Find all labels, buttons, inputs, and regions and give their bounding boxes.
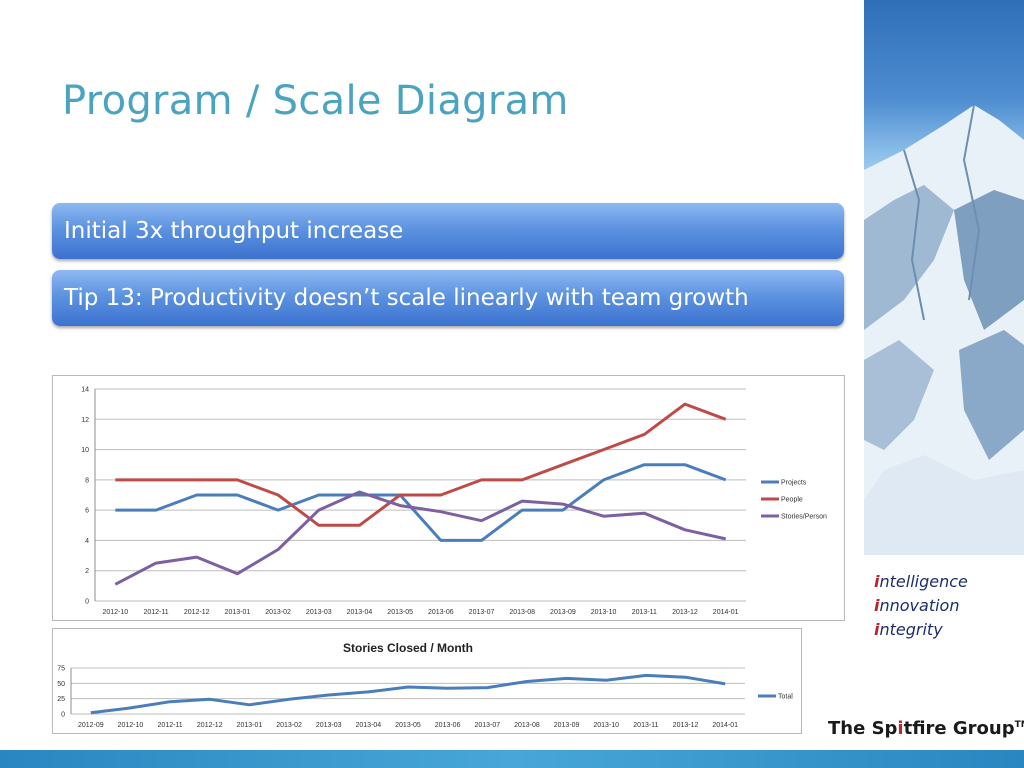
x-tick-label: 2013-06: [435, 722, 461, 729]
x-tick-label: 2013-08: [509, 609, 535, 616]
x-tick-label: 2012-11: [143, 609, 168, 616]
x-tick-label: 2013-09: [554, 722, 580, 729]
x-tick-label: 2014-01: [712, 722, 738, 729]
banner-tip-13-text: Tip 13: Productivity doesn’t scale linea…: [64, 285, 749, 311]
x-tick-label: 2013-08: [514, 722, 540, 729]
x-tick-label: 2012-12: [197, 722, 223, 729]
tagline: intelligence innovation integrity: [874, 570, 968, 642]
legend-label-total: Total: [778, 694, 793, 701]
chart-title: Stories Closed / Month: [343, 641, 473, 655]
tagline-innovation: innovation: [874, 596, 960, 615]
x-tick-label: 2013-12: [672, 609, 698, 616]
mountain-illustration: [864, 104, 1024, 555]
tagline-intelligence: intelligence: [874, 572, 968, 591]
team-metrics-chart-svg: 0 2 4 6 8 10 12 14 2012-10 2012-11 2012-12 2013-01 2…: [81, 387, 827, 617]
x-tick-label: 2013-12: [673, 722, 699, 729]
x-tick-label: 2013-11: [632, 609, 657, 616]
y-tick-label: 10: [81, 447, 89, 454]
x-tick-label: 2013-07: [474, 722, 500, 729]
series-line-stories-person: [114, 490, 727, 586]
stories-closed-chart-svg: Stories Closed / Month 0 25 50 75 2012-09 2012…: [57, 641, 793, 729]
y-tick-label: 14: [81, 387, 89, 394]
y-tick-label: 6: [85, 508, 89, 515]
x-tick-label: 2014-01: [713, 609, 739, 616]
x-tick-label: 2013-04: [347, 609, 373, 616]
banner-throughput-text: Initial 3x throughput increase: [64, 218, 404, 244]
x-tick-label: 2012-12: [184, 609, 210, 616]
y-tick-label: 25: [57, 696, 65, 703]
x-tick-label: 2013-05: [387, 609, 413, 616]
slide-title: Program / Scale Diagram: [62, 78, 569, 124]
y-tick-label: 2: [85, 568, 89, 575]
x-tick-label: 2012-10: [118, 722, 144, 729]
x-tick-label: 2013-03: [316, 722, 342, 729]
y-tick-label: 0: [61, 712, 65, 719]
x-tick-label: 2012-11: [158, 722, 183, 729]
x-tick-label: 2013-10: [591, 609, 617, 616]
x-tick-label: 2013-02: [265, 609, 291, 616]
team-metrics-chart: 0 2 4 6 8 10 12 14 2012-10 2012-11 2012-12 2013-01 2…: [52, 375, 845, 621]
legend-label-projects: Projects: [781, 480, 807, 487]
x-tick-label: 2013-09: [550, 609, 576, 616]
x-tick-label: 2012-09: [78, 722, 104, 729]
x-tick-label: 2012-10: [102, 609, 128, 616]
mountain-photo: [864, 0, 1024, 555]
x-tick-label: 2013-02: [276, 722, 302, 729]
x-tick-label: 2013-10: [593, 722, 619, 729]
series-line-people: [115, 402, 727, 527]
x-tick-label: 2013-01: [225, 609, 251, 616]
y-tick-label: 50: [57, 681, 65, 688]
x-tick-label: 2013-05: [395, 722, 421, 729]
y-tick-label: 4: [85, 538, 89, 545]
y-tick-label: 75: [57, 666, 65, 673]
series-line-total: [90, 673, 726, 715]
x-tick-label: 2013-04: [356, 722, 382, 729]
legend-label-people: People: [781, 497, 803, 504]
x-tick-label: 2013-06: [428, 609, 454, 616]
spitfire-group-logo: The Spitfire GroupTM: [828, 718, 1024, 739]
series-line-projects: [115, 463, 727, 542]
x-tick-label: 2013-11: [633, 722, 658, 729]
x-tick-label: 2013-07: [469, 609, 495, 616]
x-tick-label: 2013-03: [306, 609, 332, 616]
y-tick-label: 0: [85, 599, 89, 606]
legend-label-stories-person: Stories/Person: [781, 514, 827, 521]
y-tick-label: 8: [85, 477, 89, 484]
banner-tip-13: Tip 13: Productivity doesn’t scale linea…: [52, 270, 844, 326]
stories-closed-chart: Stories Closed / Month 0 25 50 75 2012-09 2012…: [52, 628, 802, 734]
x-tick-label: 2013-01: [237, 722, 263, 729]
banner-throughput: Initial 3x throughput increase: [52, 203, 844, 259]
footer-bar: [0, 750, 1024, 768]
tagline-integrity: integrity: [874, 620, 943, 639]
y-tick-label: 12: [81, 417, 89, 424]
